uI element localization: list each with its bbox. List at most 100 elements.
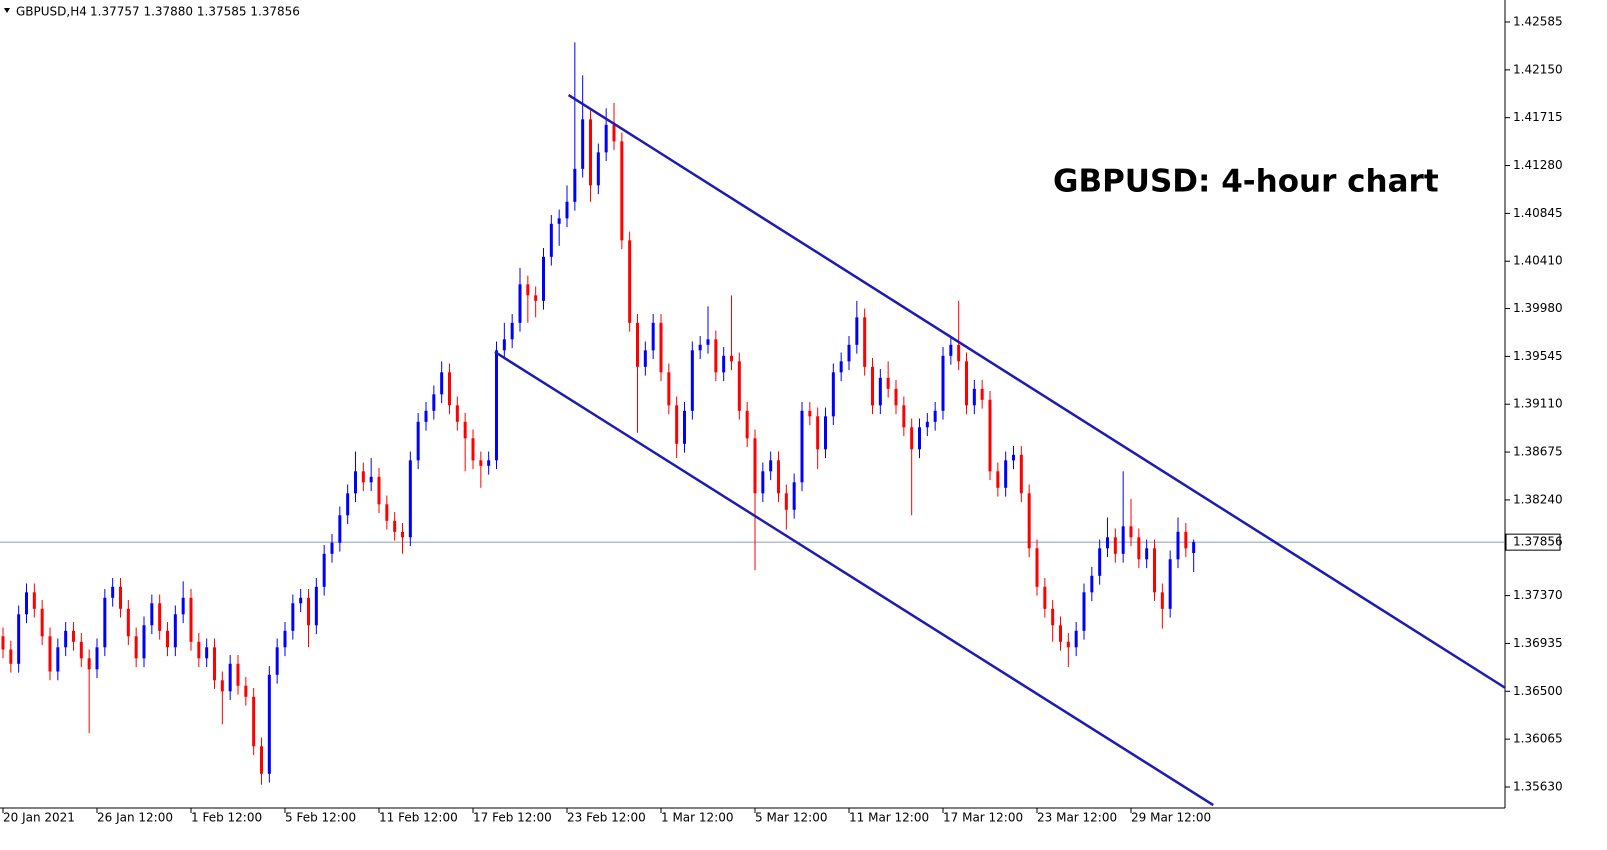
candle-body: [549, 223, 553, 257]
candle-body: [134, 636, 138, 659]
x-tick-label: 20 Jan 2021: [3, 811, 75, 825]
candle-body: [745, 410, 749, 439]
y-tick-label: 1.42150: [1513, 62, 1563, 76]
candle-body: [487, 460, 491, 466]
candle-body: [1082, 592, 1086, 631]
x-tick-label: 11 Feb 12:00: [379, 811, 458, 825]
x-tick-label: 1 Feb 12:00: [191, 811, 262, 825]
candle-body: [800, 410, 804, 483]
y-tick-label: 1.41715: [1513, 110, 1563, 124]
candle-body: [690, 350, 694, 411]
y-tick-label: 1.40845: [1513, 206, 1563, 220]
candle-body: [988, 399, 992, 472]
candle-body: [910, 427, 914, 450]
candle-body: [604, 124, 608, 153]
y-tick-label: 1.41280: [1513, 158, 1563, 172]
candle-body: [542, 256, 545, 301]
candle-body: [432, 394, 436, 411]
candle-body: [1192, 542, 1196, 554]
candle-body: [17, 614, 21, 664]
candle-body: [471, 438, 475, 461]
candle-body: [1160, 592, 1164, 609]
candle-body: [1153, 548, 1156, 593]
candle-body: [737, 361, 741, 411]
candle-body: [495, 350, 498, 461]
x-tick-label: 11 Mar 12:00: [849, 811, 929, 825]
candle-body: [1098, 548, 1102, 576]
candle-body: [698, 344, 702, 351]
candle-body: [753, 438, 757, 494]
candle-body: [48, 636, 52, 672]
candle-body: [228, 663, 232, 692]
candle-body: [40, 608, 44, 637]
candle-body: [393, 520, 397, 532]
candle-body: [510, 322, 514, 340]
trendline: [567, 93, 1507, 690]
candle-body: [589, 119, 592, 186]
candle-body: [213, 647, 216, 681]
y-tick-label: 1.38675: [1513, 445, 1563, 459]
candle-body: [338, 515, 342, 543]
x-tick-label: 5 Mar 12:00: [755, 811, 828, 825]
candle-body: [714, 339, 718, 373]
candle-body: [314, 586, 318, 626]
candle-body: [565, 201, 569, 219]
candle-body: [142, 625, 146, 659]
candle-body: [839, 361, 843, 373]
candle-body: [933, 410, 937, 422]
candle-body: [361, 471, 365, 483]
annotation: GBPUSD: 4-hour chart: [1053, 164, 1439, 200]
candle-body: [855, 317, 859, 345]
candle-body: [1113, 537, 1117, 554]
candle-body: [236, 663, 240, 686]
candle-body: [526, 284, 530, 296]
candle-body: [424, 410, 428, 422]
candle-body: [894, 388, 898, 406]
candle-body: [972, 388, 976, 406]
candle-body: [706, 339, 710, 345]
y-tick-label: 1.38240: [1513, 492, 1563, 506]
candle-body: [260, 746, 263, 774]
candle-body: [683, 410, 686, 444]
candle-body: [581, 119, 585, 169]
candle-body: [126, 608, 130, 637]
candle-body: [596, 152, 600, 186]
candle-body: [878, 377, 882, 406]
x-tick-label: 1 Mar 12:00: [661, 811, 734, 825]
candle-body: [173, 614, 177, 648]
candle-body: [197, 641, 201, 659]
candle-body: [957, 344, 961, 362]
y-tick-label: 1.39110: [1513, 397, 1563, 411]
x-tick-label: 29 Mar 12:00: [1131, 811, 1211, 825]
candle-body: [1137, 537, 1141, 560]
candle-body: [573, 168, 577, 202]
candle-body: [902, 405, 906, 428]
candle-body: [440, 372, 444, 395]
candle-body: [557, 218, 561, 224]
candle-body: [518, 284, 522, 323]
candle-body: [330, 542, 334, 554]
candle-body: [369, 476, 373, 483]
candle-body: [64, 630, 68, 648]
candle-body: [502, 339, 506, 351]
candle-body: [777, 460, 780, 494]
candle-body: [1090, 575, 1094, 593]
candle-body: [87, 658, 91, 670]
candle-body: [111, 586, 115, 598]
menu-triangle: [4, 8, 10, 13]
y-tick-label: 1.36065: [1513, 732, 1563, 746]
y-tick-label: 1.39980: [1513, 301, 1563, 315]
candle-body: [824, 416, 827, 450]
candle-body: [1168, 559, 1172, 609]
candle-body: [847, 344, 851, 362]
candle-body: [1121, 526, 1125, 554]
candle-body: [220, 680, 224, 692]
candle-body: [283, 630, 287, 648]
candle-body: [416, 421, 420, 461]
candle-body: [72, 630, 75, 642]
candle-body: [980, 388, 984, 400]
candle-body: [1074, 630, 1078, 648]
candle-body: [1106, 537, 1109, 549]
candle-body: [886, 377, 890, 389]
candle-body: [401, 531, 404, 538]
